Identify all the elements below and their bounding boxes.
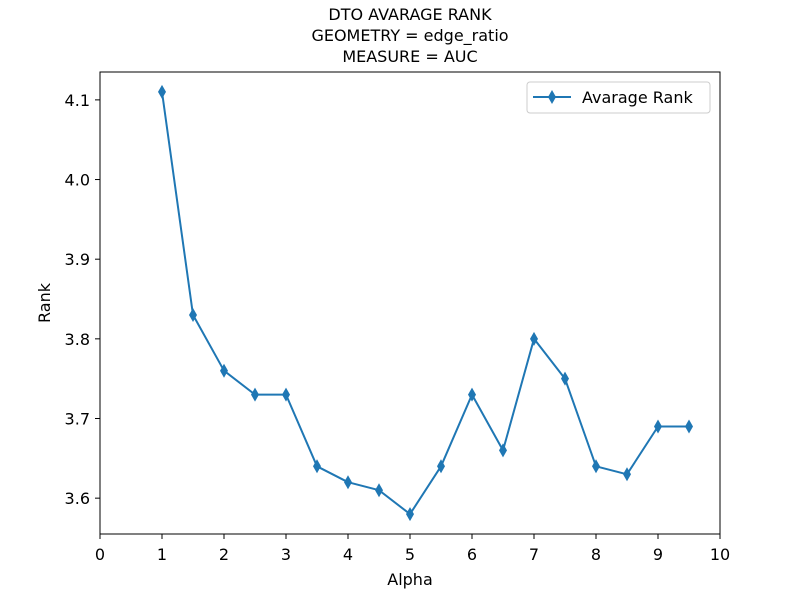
data-point-marker — [158, 84, 166, 99]
chart-title-line-2: GEOMETRY = edge_ratio — [311, 26, 508, 46]
data-point-marker — [344, 475, 352, 490]
data-point-marker — [282, 387, 290, 402]
data-point-marker — [530, 331, 538, 346]
x-tick-label: 0 — [95, 545, 105, 564]
y-tick-label: 3.9 — [65, 250, 90, 269]
x-tick-label: 6 — [467, 545, 477, 564]
legend-label: Avarage Rank — [582, 88, 693, 107]
chart-title-line-3: MEASURE = AUC — [342, 47, 477, 66]
chart-title: DTO AVARAGE RANK GEOMETRY = edge_ratio M… — [311, 5, 508, 66]
data-point-marker — [592, 459, 600, 474]
x-tick-label: 1 — [157, 545, 167, 564]
data-point-marker — [685, 419, 693, 434]
data-point-marker — [251, 387, 259, 402]
x-axis-label: Alpha — [387, 570, 433, 589]
data-point-marker — [220, 363, 228, 378]
x-tick-label: 4 — [343, 545, 353, 564]
data-point-marker — [468, 387, 476, 402]
data-point-marker — [189, 307, 197, 322]
y-axis-label: Rank — [35, 282, 54, 323]
legend: Avarage Rank — [526, 81, 711, 114]
data-point-marker — [406, 507, 414, 522]
series-layer — [158, 84, 693, 522]
x-tick-label: 8 — [591, 545, 601, 564]
x-tick-label: 3 — [281, 545, 291, 564]
data-point-marker — [561, 371, 569, 386]
chart-title-line-1: DTO AVARAGE RANK — [328, 5, 492, 24]
x-tick-label: 2 — [219, 545, 229, 564]
x-tick-label: 9 — [653, 545, 663, 564]
data-point-marker — [654, 419, 662, 434]
y-tick-label: 3.7 — [65, 410, 90, 429]
y-axis: 3.6 3.7 3.8 3.9 4.0 4.1 — [65, 91, 100, 508]
data-point-marker — [375, 483, 383, 498]
y-tick-label: 3.6 — [65, 489, 90, 508]
legend-marker — [548, 90, 556, 104]
y-tick-label: 4.1 — [65, 91, 90, 110]
data-point-marker — [499, 443, 507, 458]
series-line — [161, 91, 689, 516]
data-point-marker — [313, 459, 321, 474]
plot-frame — [99, 71, 721, 535]
x-tick-label: 10 — [710, 545, 730, 564]
x-axis: 0 1 2 3 4 5 6 7 8 9 10 — [95, 534, 730, 564]
data-point-marker — [437, 459, 445, 474]
x-tick-label: 5 — [405, 545, 415, 564]
legend-box — [526, 81, 711, 114]
x-tick-label: 7 — [529, 545, 539, 564]
plot-area — [100, 72, 720, 534]
data-point-marker — [623, 467, 631, 482]
y-tick-label: 4.0 — [65, 171, 90, 190]
y-tick-label: 3.8 — [65, 330, 90, 349]
